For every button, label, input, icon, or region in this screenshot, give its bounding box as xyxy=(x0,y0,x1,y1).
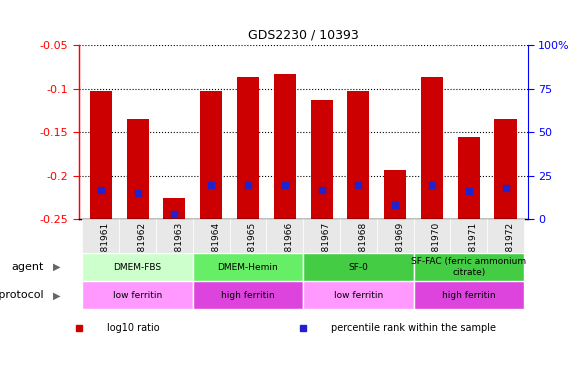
Text: GSM81961: GSM81961 xyxy=(101,222,110,272)
Text: high ferritin: high ferritin xyxy=(221,291,275,300)
Bar xyxy=(82,253,193,281)
Bar xyxy=(200,91,222,219)
Text: SF-0: SF-0 xyxy=(349,263,368,272)
Bar xyxy=(384,170,406,219)
Text: ▶: ▶ xyxy=(52,290,60,300)
Bar xyxy=(303,281,413,309)
Bar xyxy=(237,77,259,219)
Text: GSM81966: GSM81966 xyxy=(285,222,294,272)
Bar xyxy=(230,219,266,253)
Bar xyxy=(450,219,487,253)
Text: GSM81968: GSM81968 xyxy=(359,222,367,272)
Bar xyxy=(163,198,185,219)
Bar xyxy=(421,77,443,219)
Title: GDS2230 / 10393: GDS2230 / 10393 xyxy=(248,28,359,41)
Bar xyxy=(303,253,413,281)
Bar xyxy=(347,91,370,219)
Bar xyxy=(311,100,332,219)
Text: agent: agent xyxy=(11,262,44,272)
Text: GSM81962: GSM81962 xyxy=(138,222,146,271)
Text: GSM81969: GSM81969 xyxy=(395,222,404,272)
Text: percentile rank within the sample: percentile rank within the sample xyxy=(331,323,496,333)
Bar xyxy=(487,219,524,253)
Bar xyxy=(82,219,119,253)
Bar xyxy=(377,219,413,253)
Text: growth protocol: growth protocol xyxy=(0,290,44,300)
Text: GSM81971: GSM81971 xyxy=(469,222,477,272)
Text: SF-FAC (ferric ammonium
citrate): SF-FAC (ferric ammonium citrate) xyxy=(411,258,526,277)
Bar xyxy=(193,253,303,281)
Bar xyxy=(266,219,303,253)
Text: GSM81967: GSM81967 xyxy=(322,222,331,272)
Bar xyxy=(413,253,524,281)
Bar xyxy=(193,281,303,309)
Bar xyxy=(413,219,450,253)
Bar xyxy=(413,281,524,309)
Text: DMEM-FBS: DMEM-FBS xyxy=(114,263,161,272)
Text: GSM81963: GSM81963 xyxy=(174,222,184,272)
Text: GSM81972: GSM81972 xyxy=(505,222,515,271)
Text: GSM81970: GSM81970 xyxy=(432,222,441,272)
Bar xyxy=(193,219,230,253)
Bar xyxy=(494,119,517,219)
Text: GSM81965: GSM81965 xyxy=(248,222,257,272)
Text: low ferritin: low ferritin xyxy=(113,291,162,300)
Bar xyxy=(119,219,156,253)
Bar xyxy=(340,219,377,253)
Text: ▶: ▶ xyxy=(52,262,60,272)
Bar xyxy=(127,119,149,219)
Bar xyxy=(303,219,340,253)
Text: GSM81964: GSM81964 xyxy=(211,222,220,271)
Text: DMEM-Hemin: DMEM-Hemin xyxy=(217,263,278,272)
Text: high ferritin: high ferritin xyxy=(442,291,496,300)
Bar xyxy=(274,74,296,219)
Bar xyxy=(90,91,112,219)
Bar xyxy=(458,136,480,219)
Text: low ferritin: low ferritin xyxy=(333,291,383,300)
Text: log10 ratio: log10 ratio xyxy=(107,323,160,333)
Bar xyxy=(82,281,193,309)
Bar xyxy=(156,219,193,253)
